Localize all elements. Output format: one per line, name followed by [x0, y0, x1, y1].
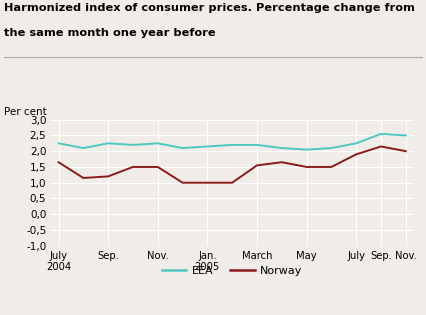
EEA: [329, 146, 334, 150]
EEA: [378, 132, 383, 136]
EEA: [230, 143, 235, 147]
EEA: [81, 146, 86, 150]
Norway: [81, 176, 86, 180]
EEA: [279, 146, 284, 150]
EEA: [304, 148, 309, 152]
Text: the same month one year before: the same month one year before: [4, 28, 216, 38]
Norway: [279, 160, 284, 164]
Norway: [354, 152, 359, 156]
Norway: [130, 165, 135, 169]
EEA: [254, 143, 259, 147]
Norway: [205, 181, 210, 185]
EEA: [205, 145, 210, 148]
Norway: [329, 165, 334, 169]
Text: Harmonized index of consumer prices. Percentage change from: Harmonized index of consumer prices. Per…: [4, 3, 415, 13]
Norway: [304, 165, 309, 169]
Norway: [155, 165, 160, 169]
Line: Norway: Norway: [58, 146, 406, 183]
Legend: EEA, Norway: EEA, Norway: [157, 261, 307, 280]
EEA: [354, 141, 359, 145]
EEA: [56, 141, 61, 145]
Norway: [230, 181, 235, 185]
EEA: [130, 143, 135, 147]
Norway: [254, 163, 259, 167]
EEA: [180, 146, 185, 150]
Text: Per cent: Per cent: [4, 107, 47, 117]
Norway: [106, 175, 111, 178]
Norway: [180, 181, 185, 185]
Line: EEA: EEA: [58, 134, 406, 150]
Norway: [56, 160, 61, 164]
EEA: [403, 134, 409, 137]
EEA: [155, 141, 160, 145]
EEA: [106, 141, 111, 145]
Norway: [378, 145, 383, 148]
Norway: [403, 149, 409, 153]
